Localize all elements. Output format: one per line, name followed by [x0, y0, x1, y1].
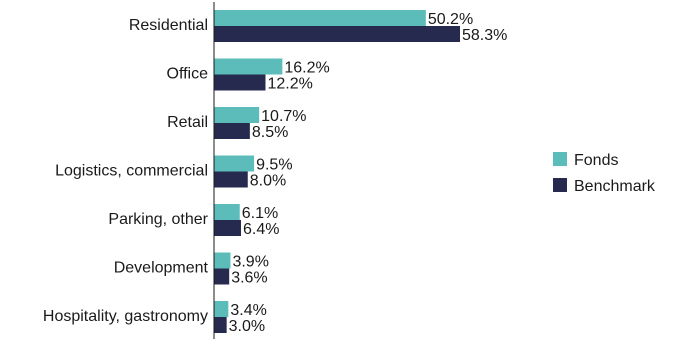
data-label-fonds-development: 3.9%	[232, 254, 268, 271]
category-label-parking-other: Parking, other	[108, 211, 208, 228]
data-label-fonds-logistics-commercial: 9.5%	[256, 157, 292, 174]
data-label-benchmark-retail: 8.5%	[252, 124, 288, 141]
data-label-benchmark-office: 12.2%	[267, 76, 312, 93]
legend-swatch-benchmark	[553, 178, 567, 192]
data-label-benchmark-logistics-commercial: 8.0%	[250, 173, 286, 190]
category-label-logistics-commercial: Logistics, commercial	[55, 163, 208, 180]
bar-benchmark-retail	[214, 123, 250, 139]
bar-fonds-retail	[214, 107, 260, 123]
bar-fonds-development	[214, 252, 231, 269]
data-label-fonds-residential: 50.2%	[428, 11, 473, 28]
bar-benchmark-development	[214, 268, 230, 285]
category-label-development: Development	[114, 260, 209, 277]
data-label-fonds-retail: 10.7%	[261, 108, 306, 125]
bar-fonds-residential	[214, 10, 426, 26]
labels-layer: Residential 50.2%58.3% Office 16.2%12.2% Ret…	[43, 11, 507, 335]
data-label-benchmark-parking-other: 6.4%	[243, 221, 279, 238]
data-label-benchmark-residential: 58.3%	[462, 27, 507, 44]
bar-benchmark-residential	[214, 26, 460, 42]
legend: Fonds Benchmark	[553, 152, 656, 195]
legend-label-fonds: Fonds	[574, 152, 618, 169]
bar-benchmark-logistics-commercial	[214, 171, 248, 188]
category-label-retail: Retail	[167, 114, 208, 131]
data-label-benchmark-development: 3.6%	[231, 270, 267, 287]
bar-benchmark-office	[214, 74, 266, 91]
bar-fonds-logistics-commercial	[214, 155, 255, 172]
data-label-fonds-office: 16.2%	[284, 60, 329, 77]
bars-layer	[214, 10, 460, 333]
legend-swatch-fonds	[553, 152, 567, 166]
bar-benchmark-hospitality-gastronomy	[214, 317, 227, 333]
bar-benchmark-parking-other	[214, 220, 242, 236]
data-label-fonds-hospitality-gastronomy: 3.4%	[230, 302, 266, 319]
bar-fonds-parking-other	[214, 204, 240, 220]
bar-fonds-office	[214, 58, 283, 75]
data-label-fonds-parking-other: 6.1%	[242, 205, 278, 222]
bar-fonds-hospitality-gastronomy	[214, 301, 229, 317]
category-label-residential: Residential	[129, 17, 208, 34]
legend-label-benchmark: Benchmark	[574, 178, 656, 195]
category-label-office: Office	[167, 66, 209, 83]
data-label-benchmark-hospitality-gastronomy: 3.0%	[229, 318, 265, 335]
category-label-hospitality-gastronomy: Hospitality, gastronomy	[43, 308, 208, 325]
